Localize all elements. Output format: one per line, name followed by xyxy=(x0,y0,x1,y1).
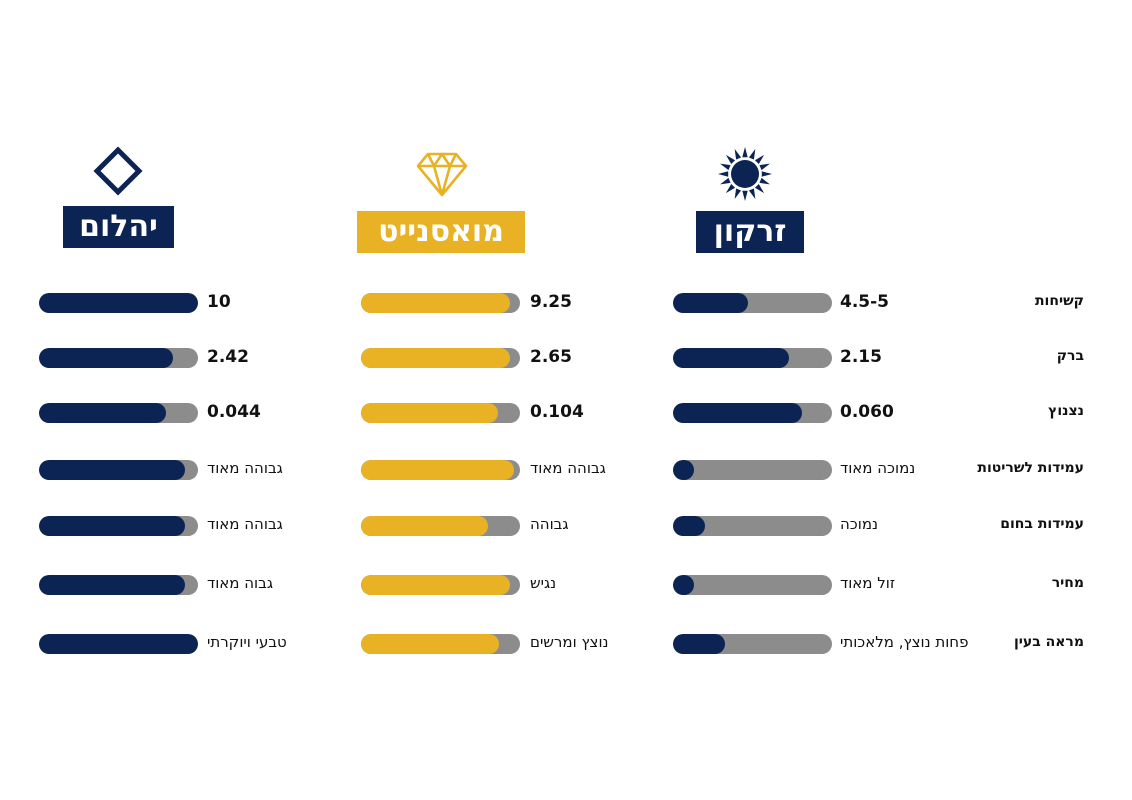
bar-fill xyxy=(361,348,510,368)
row-label: קשיחות xyxy=(1034,293,1084,309)
bar-diamond xyxy=(39,293,198,313)
bar-fill xyxy=(673,293,748,313)
value-label: גבוהה xyxy=(530,515,569,533)
value-label: 0.060 xyxy=(840,402,894,422)
value-label: זול מאוד xyxy=(840,574,896,592)
sun-ray xyxy=(742,147,748,158)
sun-ray xyxy=(734,188,742,199)
value-label: 9.25 xyxy=(530,292,572,312)
row-label: מראה בעין xyxy=(1013,634,1084,650)
bar-fill xyxy=(361,403,498,423)
bar-moissanite xyxy=(361,348,520,368)
value-label: טבעי ויוקרתי xyxy=(207,633,287,651)
sun-ray xyxy=(725,183,736,194)
bar-fill xyxy=(361,460,514,480)
bar-diamond xyxy=(39,348,198,368)
bar-moissanite xyxy=(361,575,520,595)
sun-ray xyxy=(748,188,756,199)
sun-ray xyxy=(742,190,748,201)
bar-fill xyxy=(673,460,694,480)
bar-fill xyxy=(39,634,198,654)
bar-fill xyxy=(39,575,185,595)
value-label: גבוהה מאוד xyxy=(207,515,283,533)
sun-ray xyxy=(754,183,765,194)
value-label: 4.5-5 xyxy=(840,292,889,312)
sun-ray xyxy=(725,154,736,165)
bar-fill xyxy=(361,293,510,313)
bar-zircon xyxy=(673,634,832,654)
bar-moissanite xyxy=(361,403,520,423)
row-label: עמידות לשריטות xyxy=(977,460,1084,476)
value-label: 2.15 xyxy=(840,347,882,367)
diamond-outline-icon xyxy=(93,146,143,200)
bar-moissanite xyxy=(361,634,520,654)
bar-zircon xyxy=(673,348,832,368)
row-label: נצנוץ xyxy=(1048,403,1084,419)
diamond-gem-icon xyxy=(416,150,468,202)
bar-fill xyxy=(39,403,166,423)
bar-diamond xyxy=(39,403,198,423)
bar-fill xyxy=(673,403,802,423)
value-label: 0.104 xyxy=(530,402,584,422)
value-label: 0.044 xyxy=(207,402,261,422)
bar-zircon xyxy=(673,516,832,536)
bar-fill xyxy=(361,634,499,654)
row-label: עמידות בחום xyxy=(1000,516,1084,532)
bar-moissanite xyxy=(361,460,520,480)
column-title-zircon: זרקון xyxy=(696,211,804,253)
value-label: גבוהה מאוד xyxy=(207,459,283,477)
bar-moissanite xyxy=(361,293,520,313)
bar-fill xyxy=(673,634,725,654)
value-label: פחות נוצץ, מלאכותי xyxy=(840,633,969,651)
value-label: נמוכה xyxy=(840,515,879,533)
bar-fill xyxy=(39,348,173,368)
bar-diamond xyxy=(39,460,198,480)
sun-icon xyxy=(717,146,773,206)
bar-fill xyxy=(39,293,198,313)
value-label: 10 xyxy=(207,292,231,312)
bar-fill xyxy=(39,460,185,480)
sun-ray xyxy=(748,149,756,160)
column-title-diamond: יהלום xyxy=(63,206,174,248)
bar-fill xyxy=(673,348,789,368)
bar-zircon xyxy=(673,293,832,313)
value-label: נוצץ ומרשים xyxy=(530,633,609,651)
sun-ray xyxy=(720,177,731,185)
sun-ray xyxy=(754,154,765,165)
value-label: נמוכה מאוד xyxy=(840,459,916,477)
sun-ray xyxy=(720,163,731,171)
bar-zircon xyxy=(673,460,832,480)
bar-diamond xyxy=(39,634,198,654)
sun-ray xyxy=(761,171,772,177)
value-label: 2.42 xyxy=(207,347,249,367)
value-label: 2.65 xyxy=(530,347,572,367)
sun-ray xyxy=(734,149,742,160)
bar-fill xyxy=(673,516,705,536)
column-title-moissanite: מואסנייט xyxy=(357,211,525,253)
value-label: גבוהה מאוד xyxy=(530,459,606,477)
sun-ray xyxy=(759,163,770,171)
bar-fill xyxy=(673,575,694,595)
bar-diamond xyxy=(39,575,198,595)
row-label: מחיר xyxy=(1051,575,1084,591)
bar-diamond xyxy=(39,516,198,536)
bar-fill xyxy=(39,516,185,536)
bar-fill xyxy=(361,575,510,595)
sun-ray xyxy=(759,177,770,185)
value-label: גבוה מאוד xyxy=(207,574,273,592)
bar-fill xyxy=(361,516,488,536)
sun-ray xyxy=(718,171,729,177)
row-label: ברק xyxy=(1056,348,1084,364)
bar-zircon xyxy=(673,575,832,595)
value-label: נגיש xyxy=(530,574,557,592)
bar-zircon xyxy=(673,403,832,423)
bar-moissanite xyxy=(361,516,520,536)
